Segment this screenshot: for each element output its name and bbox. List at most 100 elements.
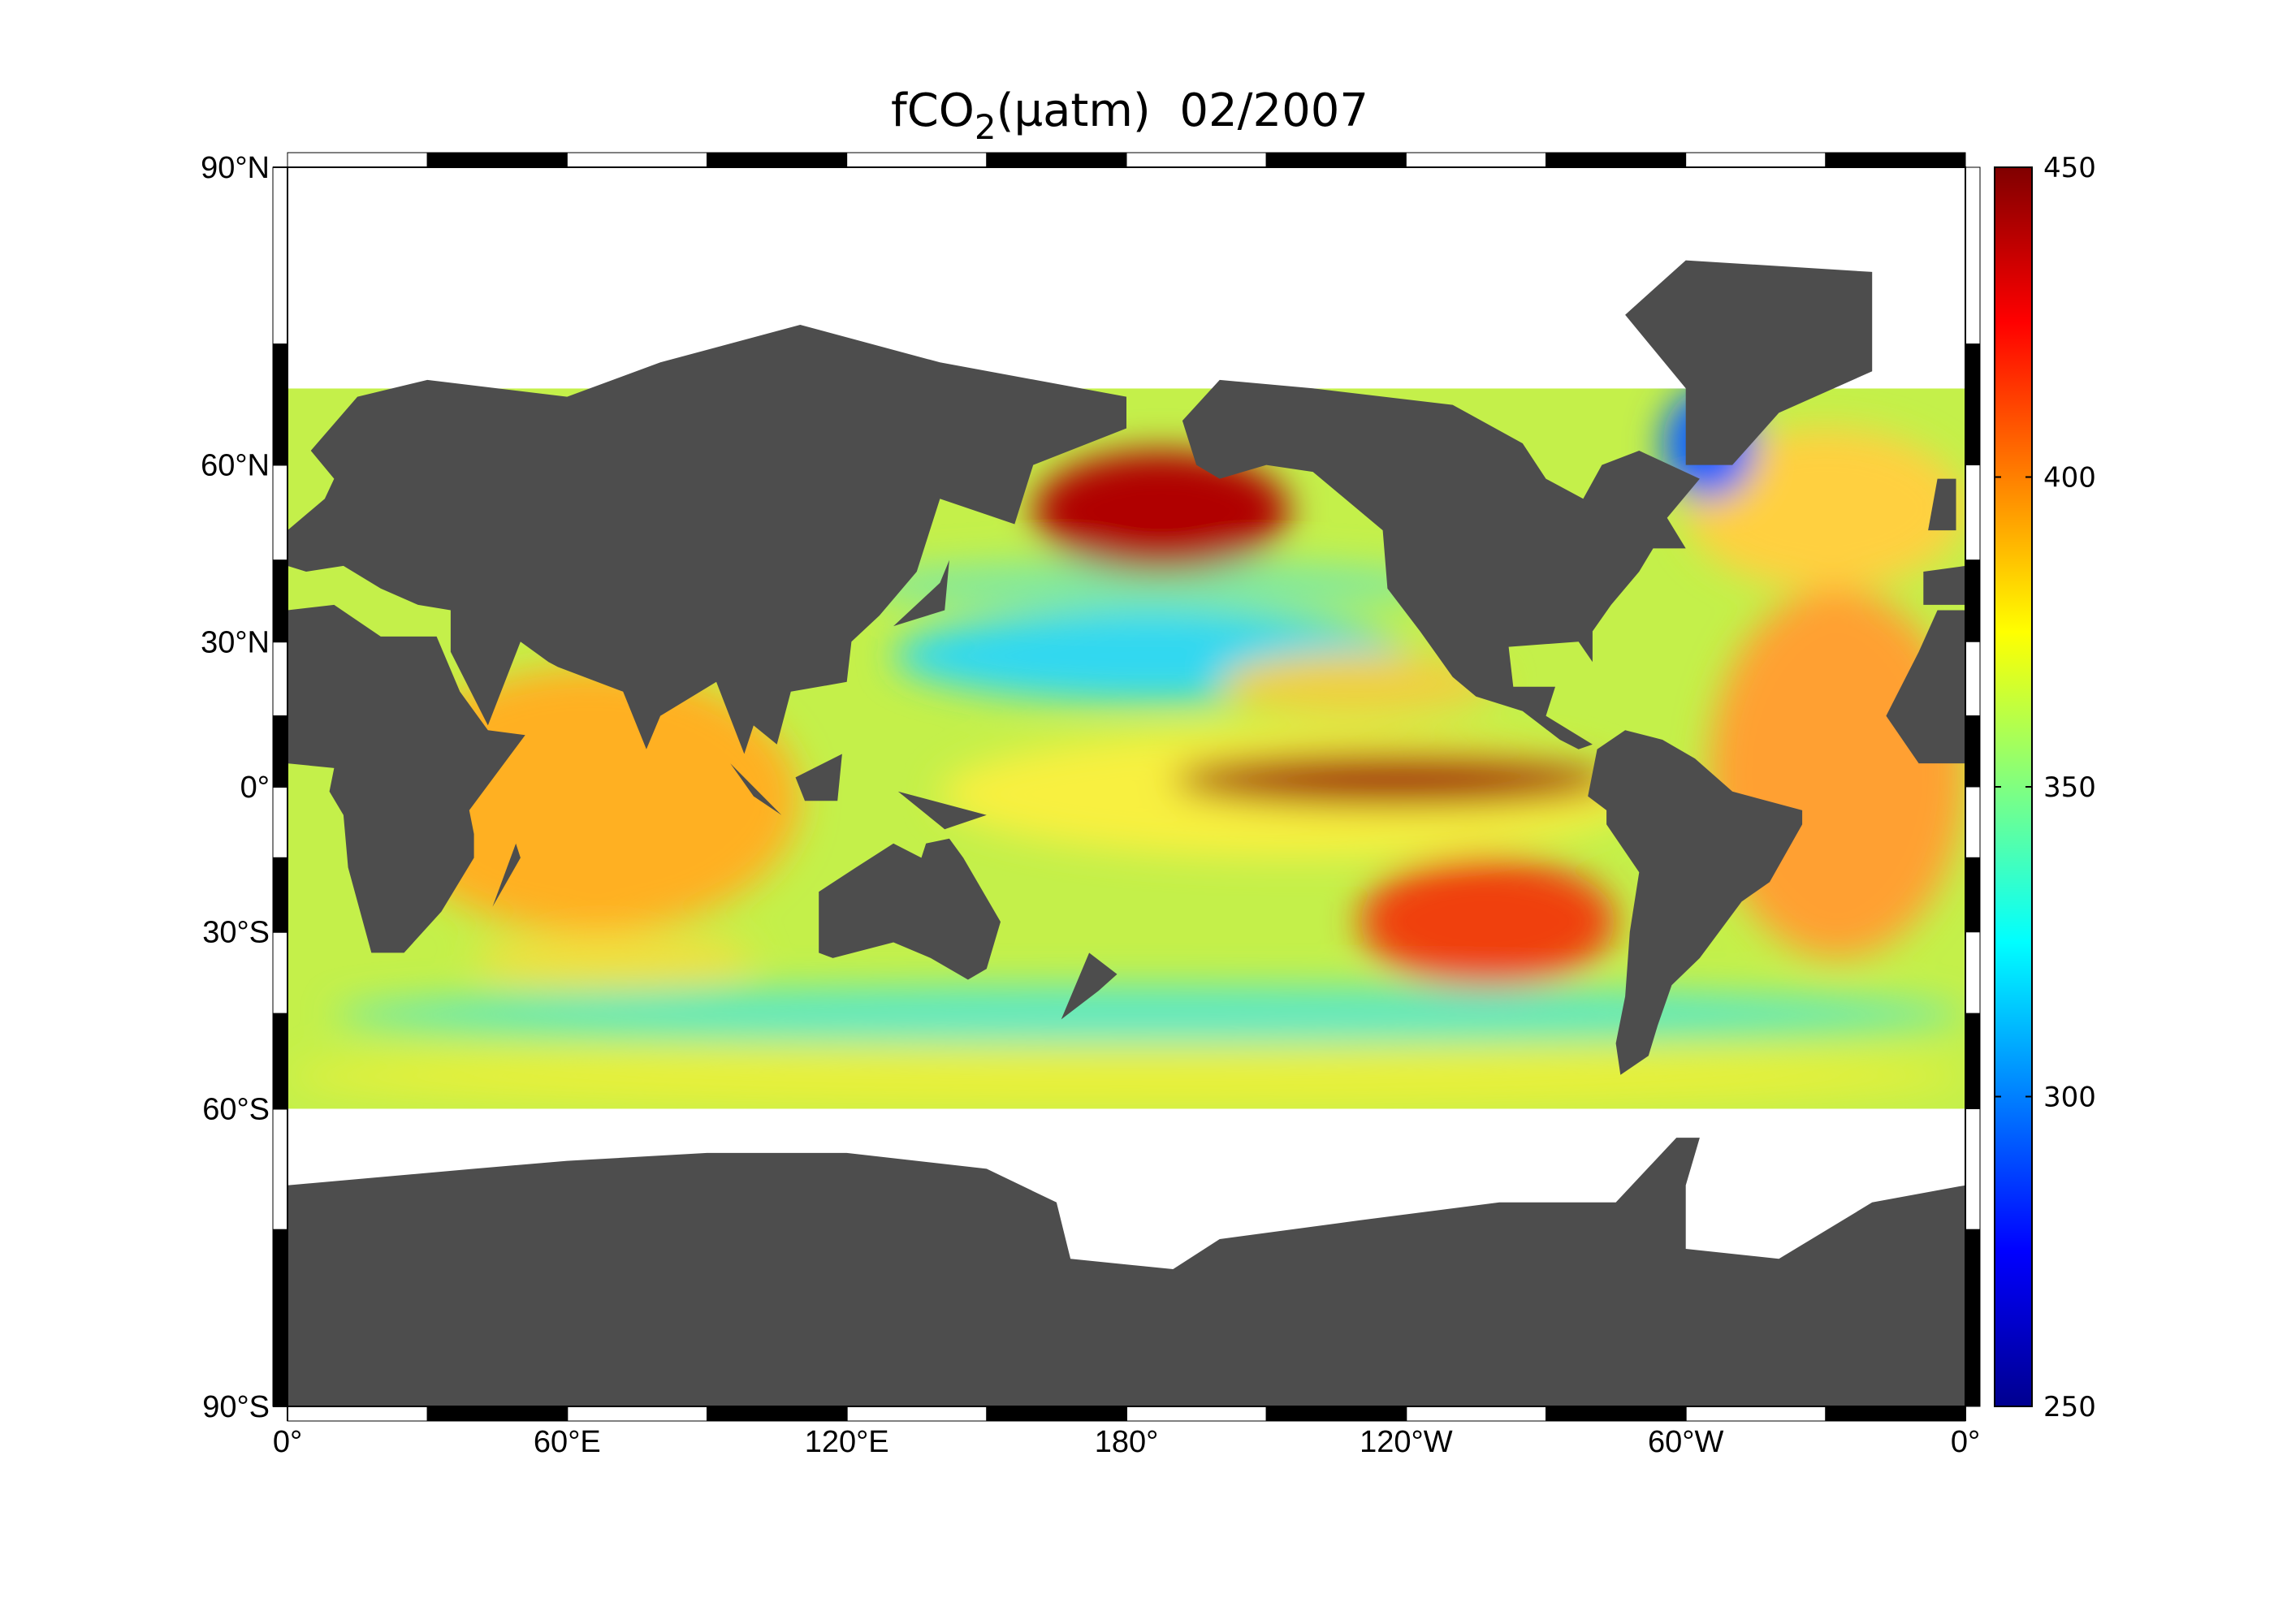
frame-segment	[1965, 166, 1981, 345]
frame-segment	[272, 559, 288, 642]
frame-segment	[1965, 464, 1981, 561]
colorbar-tick-label: 350	[2043, 771, 2096, 804]
landmass	[1625, 260, 1873, 465]
landmass	[287, 604, 525, 953]
landmass	[1923, 565, 1965, 605]
landmass	[1588, 730, 1803, 1075]
landmass	[730, 763, 782, 815]
frame-segment	[272, 715, 288, 788]
frame-segment	[707, 1406, 848, 1422]
frame-segment	[1265, 152, 1407, 168]
landmass	[1061, 952, 1118, 1020]
lat-tick-label: 60°S	[202, 1092, 270, 1126]
title-rest: (µatm) 02/2007	[996, 84, 1368, 137]
lat-tick-label: 90°S	[202, 1390, 270, 1424]
southern-cyan	[334, 985, 1965, 1043]
frame-segment	[1965, 931, 1981, 1014]
frame-segment	[1685, 1406, 1827, 1422]
frame-segment	[566, 152, 707, 168]
landmass	[795, 754, 842, 801]
lon-tick-label: 0°	[1951, 1425, 1980, 1459]
colorbar: 250 300 350 400 450	[1994, 152, 2096, 1423]
sepacific-red	[1359, 857, 1616, 986]
lat-tick-label: 60°N	[201, 449, 270, 483]
frame-segment	[1685, 152, 1827, 168]
southern-yellow	[287, 1043, 1965, 1109]
landmass	[819, 838, 1001, 980]
landmass	[1182, 379, 1700, 749]
npacific-green	[846, 559, 1453, 611]
lat-tick-label: 30°S	[202, 916, 270, 950]
frame-segment	[1546, 1406, 1687, 1422]
frame-segment	[272, 166, 288, 345]
colorbar-tick-label: 300	[2043, 1082, 2096, 1114]
title-main: fCO	[891, 84, 975, 137]
frame-segment	[1265, 1406, 1407, 1422]
frame-segment	[426, 1406, 568, 1422]
frame-segment	[272, 857, 288, 933]
frame-segment	[1965, 559, 1981, 642]
lat-tick-label: 90°N	[201, 151, 270, 185]
lon-tick-label: 120°W	[1360, 1425, 1453, 1459]
npacific-red	[1033, 450, 1290, 572]
frame-segment	[287, 152, 428, 168]
landmass	[893, 559, 949, 627]
frame-segment	[272, 1229, 288, 1407]
landmass	[492, 843, 521, 907]
frame-segment	[1965, 1108, 1981, 1230]
frame-segment	[1405, 152, 1547, 168]
landmass	[1928, 478, 1956, 531]
frame-segment	[846, 152, 988, 168]
landmass	[287, 325, 1126, 754]
frame-segment	[1965, 1013, 1981, 1109]
frame-segment	[1965, 641, 1981, 717]
frame-segment	[1126, 152, 1267, 168]
frame-segment	[1965, 715, 1981, 788]
colorbar-tick-label: 400	[2043, 462, 2096, 495]
frame-segment	[986, 152, 1127, 168]
frame-segment	[272, 786, 288, 858]
frame-segment	[1965, 343, 1981, 466]
lon-tick-label: 180°	[1095, 1425, 1159, 1459]
natlantic-yellow	[1685, 428, 1965, 589]
frame-segment	[1126, 1406, 1267, 1422]
colorbar-tick-label: 250	[2043, 1391, 2096, 1423]
frame-segment	[1405, 1406, 1547, 1422]
frame-segment	[566, 1406, 707, 1422]
frame-segment	[272, 464, 288, 561]
landmass	[897, 791, 987, 830]
axes: 90°N60°N30°N0°30°S60°S90°S0° 60°E 120°E 180…	[201, 151, 1980, 1459]
lon-tick-label: 60°E	[534, 1425, 601, 1459]
frame-segment	[986, 1406, 1127, 1422]
epacific-yellow	[1219, 651, 1500, 716]
land	[287, 260, 1965, 1406]
frame-segment	[272, 1013, 288, 1109]
frame-segment	[1825, 152, 1966, 168]
frame-segment	[272, 931, 288, 1014]
frame-segment	[272, 343, 288, 466]
landmass	[1886, 610, 1965, 764]
frame-segment	[1965, 1229, 1981, 1407]
lon-tick-label: 0°	[273, 1425, 302, 1459]
frame-segment	[707, 152, 848, 168]
frame-segment	[846, 1406, 988, 1422]
frame-segment	[1825, 1406, 1966, 1422]
frame-segment	[272, 641, 288, 717]
map-title: fCO2(µatm) 02/2007	[891, 84, 1368, 147]
title-subscript: 2	[975, 107, 996, 147]
frame-segment	[1965, 857, 1981, 933]
frame-segment	[1546, 152, 1687, 168]
map-frame	[272, 152, 1981, 1422]
lon-tick-label: 60°W	[1648, 1425, 1723, 1459]
frame-segment	[426, 152, 568, 168]
frame-segment	[1965, 786, 1981, 858]
lat-tick-label: 0°	[240, 771, 270, 805]
colorbar-tick-label: 450	[2043, 152, 2096, 184]
frame-segment	[287, 1406, 428, 1422]
landmass	[287, 1138, 1965, 1406]
lon-tick-label: 120°E	[805, 1425, 889, 1459]
lat-tick-label: 30°N	[201, 625, 270, 659]
indian-yellow	[473, 931, 754, 986]
eq-red	[1173, 754, 1616, 806]
